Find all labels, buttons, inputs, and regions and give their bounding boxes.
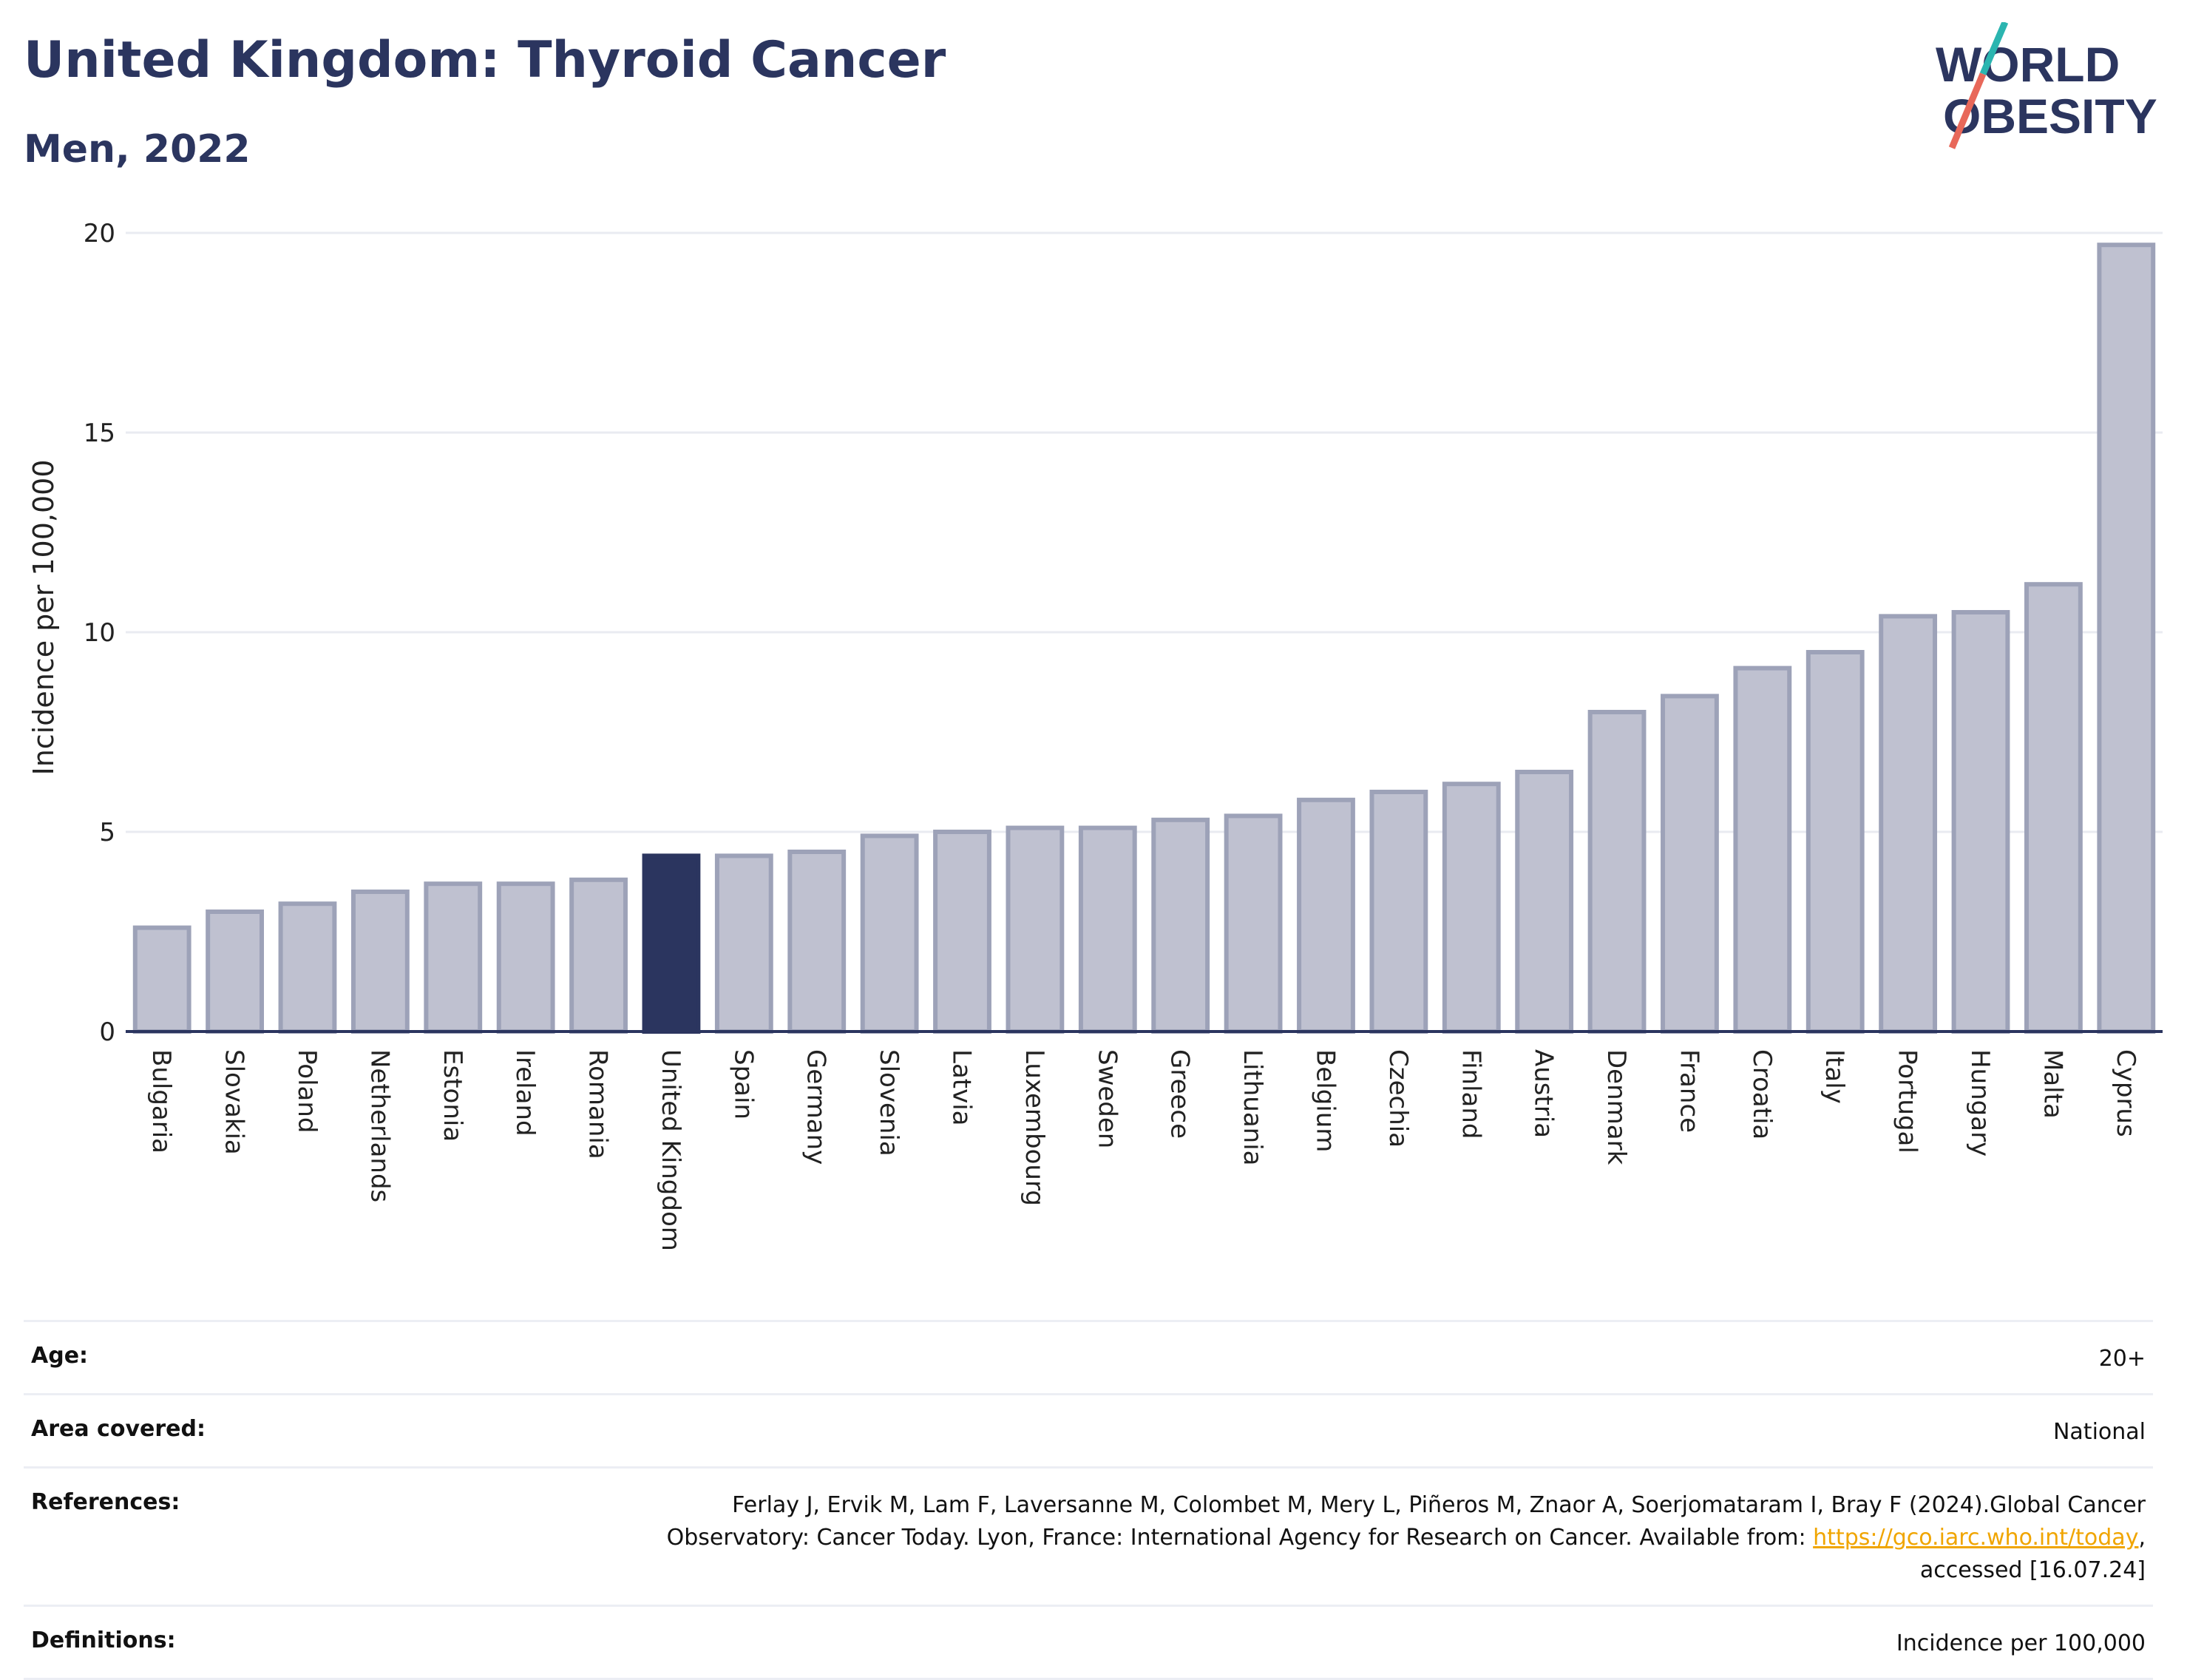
- x-tick-label: Denmark: [1601, 1049, 1631, 1165]
- bar: [424, 881, 483, 1034]
- meta-value-references: Ferlay J, Ervik M, Lam F, Laversanne M, …: [667, 1489, 2146, 1587]
- reference-line-2: Observatory: Cancer Today. Lyon, France:…: [666, 1525, 1814, 1551]
- bar: [787, 850, 847, 1034]
- bar: [642, 853, 701, 1034]
- meta-value-age: 20+: [2098, 1346, 2146, 1372]
- reference-line-3: accessed [16.07.24]: [1919, 1557, 2146, 1583]
- bar: [2097, 243, 2156, 1034]
- y-axis-label: Incidence per 100,000: [27, 459, 60, 775]
- bar: [569, 877, 628, 1034]
- x-tick-label: Austria: [1529, 1049, 1559, 1138]
- x-tick-label: Romania: [583, 1049, 613, 1159]
- logo-word-obesity: OBESITY: [1943, 89, 2157, 143]
- meta-label-area: Area covered:: [31, 1416, 206, 1442]
- bar: [933, 830, 991, 1034]
- x-tick-label: Finland: [1456, 1049, 1485, 1139]
- bar: [1369, 790, 1428, 1034]
- bar: [1587, 710, 1647, 1034]
- world-obesity-logo: WORLD OBESITY: [1936, 22, 2157, 149]
- x-tick-label: Spain: [728, 1049, 758, 1120]
- x-tick-label: Slovenia: [874, 1049, 903, 1156]
- x-tick-label: Slovakia: [220, 1049, 249, 1155]
- meta-label-references: References:: [31, 1489, 180, 1515]
- x-tick-label: Lithuania: [1238, 1049, 1267, 1165]
- bar: [714, 853, 773, 1034]
- x-tick-label: Italy: [1820, 1049, 1849, 1104]
- bar: [1805, 650, 1865, 1034]
- metadata-table: Age: 20+ Area covered: National Referenc…: [24, 1320, 2153, 1680]
- x-tick-label: Netherlands: [364, 1049, 394, 1202]
- reference-line-2-end: ,: [2138, 1525, 2146, 1551]
- x-tick-label: France: [1674, 1049, 1703, 1133]
- x-tick-label: Croatia: [1747, 1049, 1777, 1139]
- x-tick-label: Sweden: [1092, 1049, 1122, 1148]
- x-tick-label: Germany: [801, 1049, 831, 1165]
- y-tick-label: 15: [84, 419, 115, 448]
- x-tick-label: Bulgaria: [146, 1049, 176, 1154]
- reference-line-1: Ferlay J, Ervik M, Lam F, Laversanne M, …: [732, 1492, 2146, 1518]
- meta-label-definitions: Definitions:: [31, 1628, 176, 1653]
- logo-slash-red: [1948, 72, 1987, 149]
- bar-chart: 0 5 10 15 20 Incidence per 100,000 Bulgaria Slo…: [27, 219, 2163, 1251]
- meta-value-definitions: Incidence per 100,000: [1896, 1630, 2146, 1656]
- reference-link[interactable]: https://gco.iarc.who.int/today: [1813, 1525, 2139, 1551]
- x-tick-label: Belgium: [1310, 1049, 1340, 1152]
- bar: [1078, 825, 1137, 1034]
- bar: [1879, 614, 1938, 1034]
- x-tick-label: Poland: [292, 1049, 322, 1134]
- x-tick-label: Estonia: [438, 1049, 467, 1142]
- meta-row-area: Area covered: National: [24, 1393, 2153, 1466]
- bar: [206, 910, 264, 1034]
- y-tick-label: 20: [84, 219, 115, 248]
- bar: [1951, 610, 2010, 1034]
- bar: [132, 925, 191, 1034]
- bar: [1442, 782, 1501, 1034]
- bar: [1661, 694, 1719, 1034]
- bar: [1733, 665, 1792, 1034]
- x-tick-label: Latvia: [947, 1049, 977, 1126]
- chart-title: United Kingdom: Thyroid Cancer: [24, 31, 946, 89]
- bar: [1006, 825, 1065, 1034]
- x-tick-label: Portugal: [1893, 1049, 1922, 1154]
- x-tick-label: Cyprus: [2111, 1049, 2140, 1137]
- x-tick-label: Czechia: [1383, 1049, 1413, 1148]
- logo-word-world: WORLD: [1936, 37, 2120, 92]
- y-tick-label: 5: [99, 818, 115, 847]
- meta-row-references: References: Ferlay J, Ervik M, Lam F, La…: [24, 1466, 2153, 1605]
- meta-label-age: Age:: [31, 1343, 89, 1369]
- chart-subtitle: Men, 2022: [24, 127, 251, 172]
- bar: [278, 901, 337, 1034]
- bar: [1515, 770, 1574, 1034]
- bar: [2024, 582, 2083, 1034]
- meta-value-area: National: [2052, 1419, 2146, 1445]
- bar: [1151, 817, 1210, 1034]
- x-tick-label: Greece: [1165, 1049, 1195, 1139]
- bar: [496, 881, 555, 1034]
- x-tick-label: Hungary: [1965, 1049, 1995, 1156]
- bar: [1224, 813, 1283, 1034]
- logo-slash-teal: [1979, 22, 2009, 75]
- bar: [860, 833, 919, 1034]
- meta-row-age: Age: 20+: [24, 1320, 2153, 1393]
- x-tick-label: Malta: [2038, 1049, 2067, 1119]
- meta-row-definitions: Definitions: Incidence per 100,000: [24, 1605, 2153, 1680]
- y-tick-label: 10: [84, 618, 115, 648]
- x-tick-label: United Kingdom: [656, 1049, 685, 1251]
- y-tick-label: 0: [99, 1017, 115, 1047]
- bar: [350, 890, 410, 1034]
- x-tick-label: Luxembourg: [1020, 1049, 1049, 1206]
- x-tick-label: Ireland: [510, 1049, 540, 1137]
- bar: [1297, 797, 1355, 1034]
